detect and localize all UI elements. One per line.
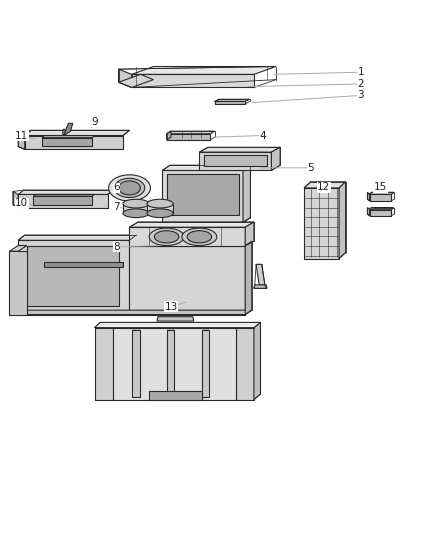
Text: 5: 5 xyxy=(307,163,314,173)
Text: 1: 1 xyxy=(357,67,364,77)
Ellipse shape xyxy=(147,199,173,208)
Text: 2: 2 xyxy=(357,79,364,89)
Polygon shape xyxy=(245,241,252,314)
Text: 9: 9 xyxy=(91,117,98,126)
Ellipse shape xyxy=(182,228,217,246)
Polygon shape xyxy=(95,322,261,328)
Polygon shape xyxy=(254,285,267,288)
Polygon shape xyxy=(304,182,346,188)
Polygon shape xyxy=(18,235,136,240)
Polygon shape xyxy=(132,67,276,75)
Ellipse shape xyxy=(114,179,145,198)
Polygon shape xyxy=(13,191,18,207)
Text: 3: 3 xyxy=(357,91,364,100)
Polygon shape xyxy=(370,192,394,195)
Ellipse shape xyxy=(154,231,179,243)
Polygon shape xyxy=(113,328,237,400)
Ellipse shape xyxy=(147,209,173,217)
Polygon shape xyxy=(64,123,73,135)
Polygon shape xyxy=(130,227,245,246)
Polygon shape xyxy=(370,210,392,216)
Text: 15: 15 xyxy=(374,182,387,192)
Polygon shape xyxy=(245,222,254,246)
Text: 10: 10 xyxy=(15,198,28,208)
Polygon shape xyxy=(130,222,254,227)
Text: 7: 7 xyxy=(113,202,120,212)
Text: 11: 11 xyxy=(15,131,28,141)
Polygon shape xyxy=(10,246,27,251)
Polygon shape xyxy=(119,69,132,87)
Ellipse shape xyxy=(109,175,150,201)
Polygon shape xyxy=(63,129,65,135)
Polygon shape xyxy=(42,135,95,138)
Polygon shape xyxy=(215,99,250,101)
Polygon shape xyxy=(119,75,153,87)
Polygon shape xyxy=(304,188,339,259)
Polygon shape xyxy=(237,328,254,400)
Polygon shape xyxy=(18,190,113,195)
Polygon shape xyxy=(166,131,215,134)
Polygon shape xyxy=(25,135,123,149)
Text: 13: 13 xyxy=(164,302,177,312)
Polygon shape xyxy=(254,322,261,400)
Polygon shape xyxy=(18,132,25,149)
Text: 12: 12 xyxy=(317,182,330,192)
Polygon shape xyxy=(123,204,149,213)
Polygon shape xyxy=(147,204,173,213)
Polygon shape xyxy=(166,131,171,140)
Polygon shape xyxy=(44,262,123,266)
Polygon shape xyxy=(199,152,272,171)
Polygon shape xyxy=(339,182,346,259)
Polygon shape xyxy=(25,130,130,135)
Polygon shape xyxy=(10,251,27,314)
Polygon shape xyxy=(149,391,201,400)
Polygon shape xyxy=(166,330,174,398)
Polygon shape xyxy=(95,328,113,400)
Polygon shape xyxy=(215,101,245,104)
Ellipse shape xyxy=(187,231,212,243)
Polygon shape xyxy=(33,195,95,196)
Polygon shape xyxy=(18,310,252,314)
Polygon shape xyxy=(157,317,194,321)
Polygon shape xyxy=(166,174,239,215)
Ellipse shape xyxy=(119,181,141,195)
Text: 6: 6 xyxy=(113,182,120,192)
Polygon shape xyxy=(166,134,210,140)
Polygon shape xyxy=(370,207,394,210)
Polygon shape xyxy=(42,138,92,147)
Polygon shape xyxy=(18,240,130,314)
Polygon shape xyxy=(130,246,245,314)
Polygon shape xyxy=(204,155,267,166)
Ellipse shape xyxy=(123,199,149,208)
Text: 4: 4 xyxy=(259,131,266,141)
Polygon shape xyxy=(199,147,280,152)
Polygon shape xyxy=(367,207,370,216)
Polygon shape xyxy=(243,165,251,223)
Polygon shape xyxy=(132,330,140,398)
Polygon shape xyxy=(370,195,392,201)
Polygon shape xyxy=(162,171,243,222)
Polygon shape xyxy=(256,264,265,285)
Polygon shape xyxy=(132,75,254,87)
Polygon shape xyxy=(272,147,280,171)
Text: 8: 8 xyxy=(113,242,120,252)
Ellipse shape xyxy=(149,228,184,246)
Polygon shape xyxy=(201,330,209,398)
Polygon shape xyxy=(367,192,370,201)
Polygon shape xyxy=(162,165,251,171)
Polygon shape xyxy=(33,196,92,205)
Ellipse shape xyxy=(123,209,149,217)
Polygon shape xyxy=(27,246,119,306)
Polygon shape xyxy=(18,195,108,207)
